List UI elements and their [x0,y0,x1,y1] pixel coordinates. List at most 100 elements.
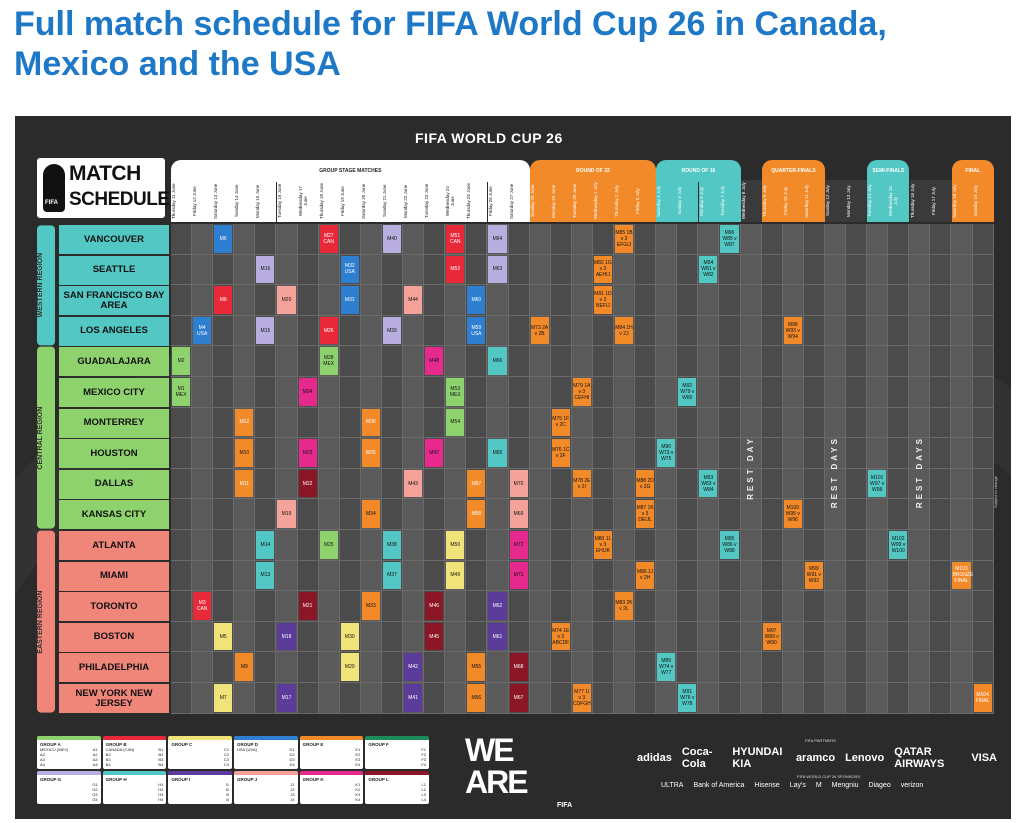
grid-cell [550,560,572,592]
team-code: I4 [225,797,229,802]
rest-label: REST DAYS [830,436,840,509]
grid-cell [403,254,425,286]
grid-cell [192,652,214,683]
group-card: GROUP E E1 E2 E3 E4 [299,736,364,769]
team-name: B4 [105,762,111,767]
grid-cell [487,468,509,500]
grid-cell [171,529,193,561]
grid-cell [192,529,214,561]
grid-cell [740,560,762,592]
grid-cell [318,591,340,622]
grid-cell: M51 CAN [445,224,467,255]
grid-cell [824,591,846,622]
grid-cell [403,560,425,592]
grid-cell [466,591,488,622]
grid-cell: M57 [466,468,488,500]
grid-cell [445,346,467,377]
grid-cell [867,652,889,683]
group-team-row: I1 [171,782,229,787]
team-code: C3 [223,757,229,762]
match-cell: M86 1J v 2H [636,561,655,590]
grid-cell: M22 [297,468,319,500]
grid-cell [529,224,551,255]
grid-cell [297,407,319,439]
match-cell: M65 [488,439,507,467]
grid-cell [740,254,762,286]
grid-cell [234,682,256,714]
match-cell: M88 2D v 2G [636,469,655,498]
grid-cell: M25 [318,529,340,561]
match-cell: M87 1K v 3 DEIJL [636,500,655,528]
grid-cell [888,468,910,500]
group-card: GROUP G G1 G2 G3 G4 [37,771,101,804]
match-cell: M69 [509,500,528,528]
grid-cell [192,285,214,316]
grid-cell [192,682,214,714]
team-code: L1 [421,782,426,787]
grid-cell [381,346,404,377]
grid-cell [888,652,910,683]
grid-cell: M100 W95 v W96 [782,499,804,530]
date-header: Wednesday 15 July [888,180,910,222]
grid-cell [339,346,361,377]
grid-cell [782,407,804,439]
grid-cell [698,560,720,592]
match-cell: M27 CAN [319,225,338,253]
grid-cell [867,285,889,316]
page-headline: Full match schedule for FIFA World Cup 2… [14,4,1014,84]
match-cell: M55 [467,653,486,681]
date-header: Tuesday 23 June [424,180,446,222]
group-card: GROUP K K1 K2 K3 K4 [299,771,364,804]
match-cell: M52 [446,255,465,284]
grid-cell [951,682,973,714]
grid-cell [867,315,889,347]
grid-cell [445,468,467,500]
grid-cell [972,376,994,408]
team-code: B3 [158,757,164,762]
grid-cell: M6 [213,224,235,255]
grid-cell [487,652,509,683]
grid-cell [318,407,340,439]
grid-cell [698,652,720,683]
match-cell: M10 [235,439,254,467]
group-team-row: USA (USA) D1 [237,747,295,752]
date-header: Sunday 19 July [972,180,994,222]
grid-cell [930,468,952,500]
sponsor-logo: Mengniu [831,782,859,789]
grid-cell [529,621,551,653]
group-team-row: D3 [237,757,295,762]
grid-cell [951,285,973,316]
match-cell: M73 2A v 2B [530,316,549,345]
date-header: Wednesday 24 June [445,180,467,222]
date-header: Sunday 5 July [677,180,699,222]
date-header: Saturday 13 June [213,180,235,222]
grid-cell [824,652,846,683]
date-header: Tuesday 30 June [571,180,593,222]
grid-cell [719,652,741,683]
wearre-line2: ARE [465,764,529,800]
grid-cell [592,407,614,439]
match-cell: M53 MEX [446,377,465,406]
grid-cell [930,285,952,316]
date-header: Tuesday 16 June [276,180,298,222]
grid-cell [930,560,952,592]
grid-cell [867,376,889,408]
grid-cell [803,346,825,377]
team-code: B1 [158,747,164,752]
group-team-row: F4 [368,762,426,767]
grid-cell [424,560,446,592]
group-card: GROUP I I1 I2 I3 I4 [168,771,232,804]
grid-cell [424,682,446,714]
match-cell: M92 W79 v W80 [678,377,697,406]
team-code: J3 [290,792,295,797]
grid-cell [803,254,825,286]
grid-cell [550,652,572,683]
match-cell: M26 [319,316,338,345]
group-name: GROUP G [40,777,62,782]
grid-cell [234,560,256,592]
grid-cell [951,315,973,347]
grid-cell [719,621,741,653]
stage-band: QUARTER-FINALS [761,160,826,182]
grid-cell [613,346,636,377]
grid-cell: M76 1C v 2F [550,438,572,469]
